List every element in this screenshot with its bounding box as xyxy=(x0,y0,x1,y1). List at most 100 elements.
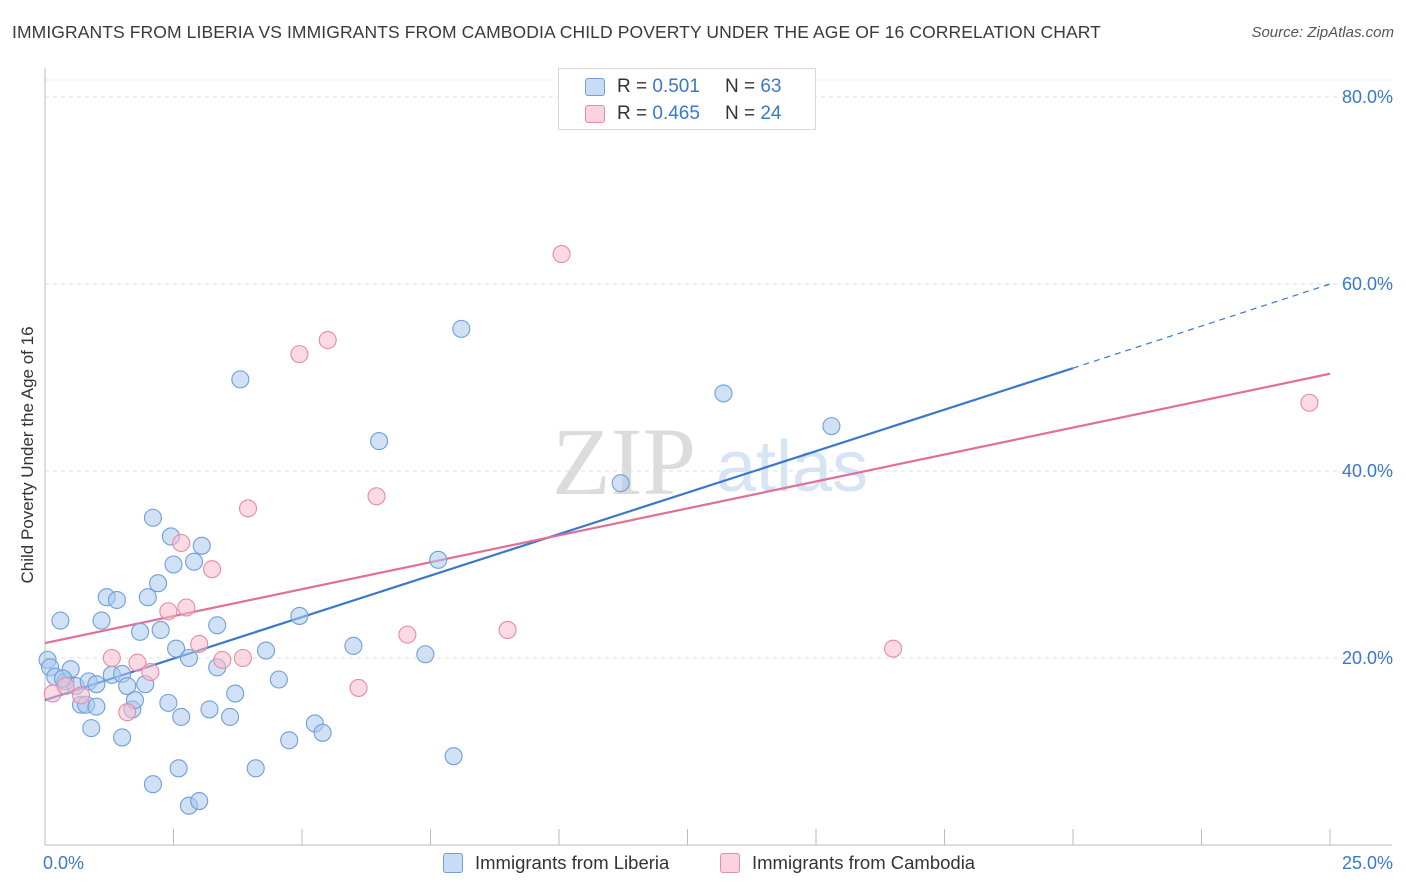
data-point-liberia xyxy=(159,693,178,712)
watermark: ZIP atlas xyxy=(552,408,868,515)
series-swatch-cambodia xyxy=(720,853,740,873)
tick-labels: 20.0% 40.0% 60.0% 80.0% 0.0% 25.0% xyxy=(43,87,1393,873)
data-point-liberia xyxy=(169,759,188,778)
data-point-liberia xyxy=(92,611,111,630)
legend-r-value: 0.465 xyxy=(652,103,700,124)
data-point-liberia xyxy=(131,622,150,641)
trend-lines xyxy=(44,283,1331,702)
data-point-liberia xyxy=(167,639,186,658)
data-point-cambodia xyxy=(213,650,232,669)
data-point-liberia xyxy=(429,550,448,569)
source-label: Source: ZipAtlas.com xyxy=(1251,24,1394,41)
y-tick-label: 60.0% xyxy=(1342,274,1393,294)
data-points xyxy=(38,245,1319,815)
data-point-cambodia xyxy=(498,620,517,640)
gridlines xyxy=(45,79,1392,659)
data-point-liberia xyxy=(149,574,168,593)
data-point-cambodia xyxy=(233,648,252,668)
data-point-cambodia xyxy=(203,560,222,579)
data-point-liberia xyxy=(118,676,137,696)
data-point-liberia xyxy=(151,620,170,640)
chart-title: IMMIGRANTS FROM LIBERIA VS IMMIGRANTS FR… xyxy=(12,22,1101,42)
data-point-liberia xyxy=(344,636,363,655)
data-point-liberia xyxy=(822,417,841,436)
trend-line-cambodia xyxy=(44,372,1331,645)
data-point-liberia xyxy=(208,616,227,635)
data-point-liberia xyxy=(444,747,463,766)
data-point-liberia xyxy=(313,723,332,742)
data-point-liberia xyxy=(226,684,245,703)
data-point-cambodia xyxy=(71,686,91,705)
data-point-liberia xyxy=(192,536,211,555)
legend-row-liberia: R = 0.501 N = 63 xyxy=(585,74,781,100)
data-point-cambodia xyxy=(118,703,137,722)
data-point-cambodia xyxy=(367,487,386,506)
data-point-liberia xyxy=(416,645,435,664)
data-point-cambodia xyxy=(552,245,571,264)
data-point-liberia xyxy=(256,641,276,660)
data-point-cambodia xyxy=(884,639,903,658)
legend-swatch-liberia xyxy=(585,78,605,96)
legend-n-value: 63 xyxy=(760,76,782,97)
data-point-liberia xyxy=(87,697,106,716)
data-point-liberia xyxy=(179,648,198,668)
x-tick-label: 0.0% xyxy=(43,853,84,873)
data-point-liberia xyxy=(87,675,106,694)
data-point-liberia xyxy=(172,707,191,726)
data-point-liberia xyxy=(143,775,162,794)
data-point-liberia xyxy=(138,588,157,607)
y-tick-label: 20.0% xyxy=(1342,648,1393,668)
data-point-liberia xyxy=(280,731,299,750)
data-point-cambodia xyxy=(190,634,209,654)
y-tick-label: 40.0% xyxy=(1342,461,1393,481)
legend-n-label: N = xyxy=(724,76,756,97)
data-point-liberia xyxy=(611,474,630,493)
data-point-liberia xyxy=(51,611,70,630)
data-point-cambodia xyxy=(238,499,258,518)
data-point-cambodia xyxy=(102,648,121,668)
series-label-liberia: Immigrants from Liberia xyxy=(475,852,670,873)
data-point-cambodia xyxy=(177,598,196,617)
data-point-cambodia xyxy=(398,625,417,644)
data-point-cambodia xyxy=(172,533,191,553)
data-point-liberia xyxy=(200,700,219,719)
legend-r-label: R = xyxy=(617,76,648,97)
trend-line-extension xyxy=(1072,283,1331,369)
legend-r-value: 0.501 xyxy=(652,76,700,97)
series-label-cambodia: Immigrants from Cambodia xyxy=(752,852,976,873)
legend-row-cambodia: R = 0.465 N = 24 xyxy=(585,101,781,127)
data-point-liberia xyxy=(143,508,162,527)
data-point-liberia xyxy=(220,707,240,726)
data-point-liberia xyxy=(370,432,389,451)
data-point-liberia xyxy=(113,728,132,747)
trend-line-liberia xyxy=(44,367,1074,702)
data-point-liberia xyxy=(269,670,288,689)
data-point-liberia xyxy=(107,590,127,610)
axes xyxy=(44,68,1392,846)
correlation-legend: R = 0.501 N = 63 R = 0.465 N = 24 xyxy=(558,68,816,130)
data-point-liberia xyxy=(290,606,309,625)
data-point-cambodia xyxy=(1300,393,1319,412)
series-swatch-liberia xyxy=(443,853,463,873)
legend-r-label: R = xyxy=(617,103,648,124)
watermark-zip: ZIP xyxy=(552,408,696,515)
y-axis-label: Child Poverty Under the Age of 16 xyxy=(18,326,37,584)
x-tick-label: 25.0% xyxy=(1342,853,1393,873)
legend-swatch-cambodia xyxy=(585,105,605,123)
data-point-liberia xyxy=(231,370,250,389)
series-legend-cambodia: Immigrants from Cambodia xyxy=(720,852,975,874)
data-point-liberia xyxy=(185,552,204,571)
data-point-cambodia xyxy=(159,602,178,621)
data-point-liberia xyxy=(164,555,183,574)
legend-n-value: 24 xyxy=(760,103,782,124)
data-point-cambodia xyxy=(349,678,368,697)
data-point-cambodia xyxy=(141,662,160,682)
series-legend-liberia: Immigrants from Liberia xyxy=(443,852,669,874)
data-point-cambodia xyxy=(318,331,337,350)
y-tick-label: 80.0% xyxy=(1342,87,1393,107)
data-point-cambodia xyxy=(128,653,147,672)
data-point-liberia xyxy=(190,792,209,811)
legend-n-label: N = xyxy=(724,103,756,124)
data-point-liberia xyxy=(714,384,733,403)
data-point-cambodia xyxy=(290,345,309,364)
